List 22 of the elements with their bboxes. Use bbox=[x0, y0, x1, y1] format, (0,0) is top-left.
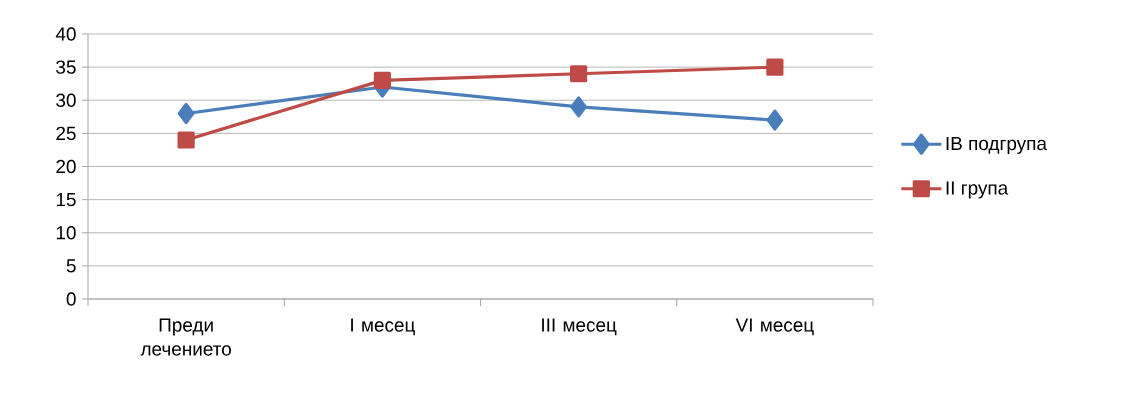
y-tick-label: 20 bbox=[56, 159, 76, 174]
legend-label: IB подгрупа bbox=[946, 137, 1047, 154]
x-tick-label: III месец bbox=[542, 318, 617, 336]
y-tick-label: 10 bbox=[56, 226, 76, 240]
point bbox=[570, 65, 588, 83]
point bbox=[373, 71, 391, 89]
y-tick-label: 40 bbox=[55, 27, 76, 41]
x-tick-label: VI месец bbox=[735, 318, 814, 336]
point bbox=[766, 58, 784, 76]
y-tick-label: 15 bbox=[56, 193, 76, 207]
y-tick-label: 25 bbox=[56, 126, 76, 141]
y-tick-label: 0 bbox=[66, 292, 76, 306]
point bbox=[766, 109, 784, 131]
x-tick-label: I месец bbox=[351, 318, 415, 336]
point bbox=[177, 131, 195, 149]
legend-label: II група bbox=[946, 181, 1009, 199]
x-tick-label: Преди лечението bbox=[140, 318, 231, 356]
y-tick-label: 35 bbox=[56, 60, 76, 74]
point bbox=[570, 96, 587, 118]
point bbox=[177, 102, 195, 125]
y-tick-label: 30 bbox=[56, 93, 76, 107]
y-tick-label: 5 bbox=[66, 259, 76, 273]
